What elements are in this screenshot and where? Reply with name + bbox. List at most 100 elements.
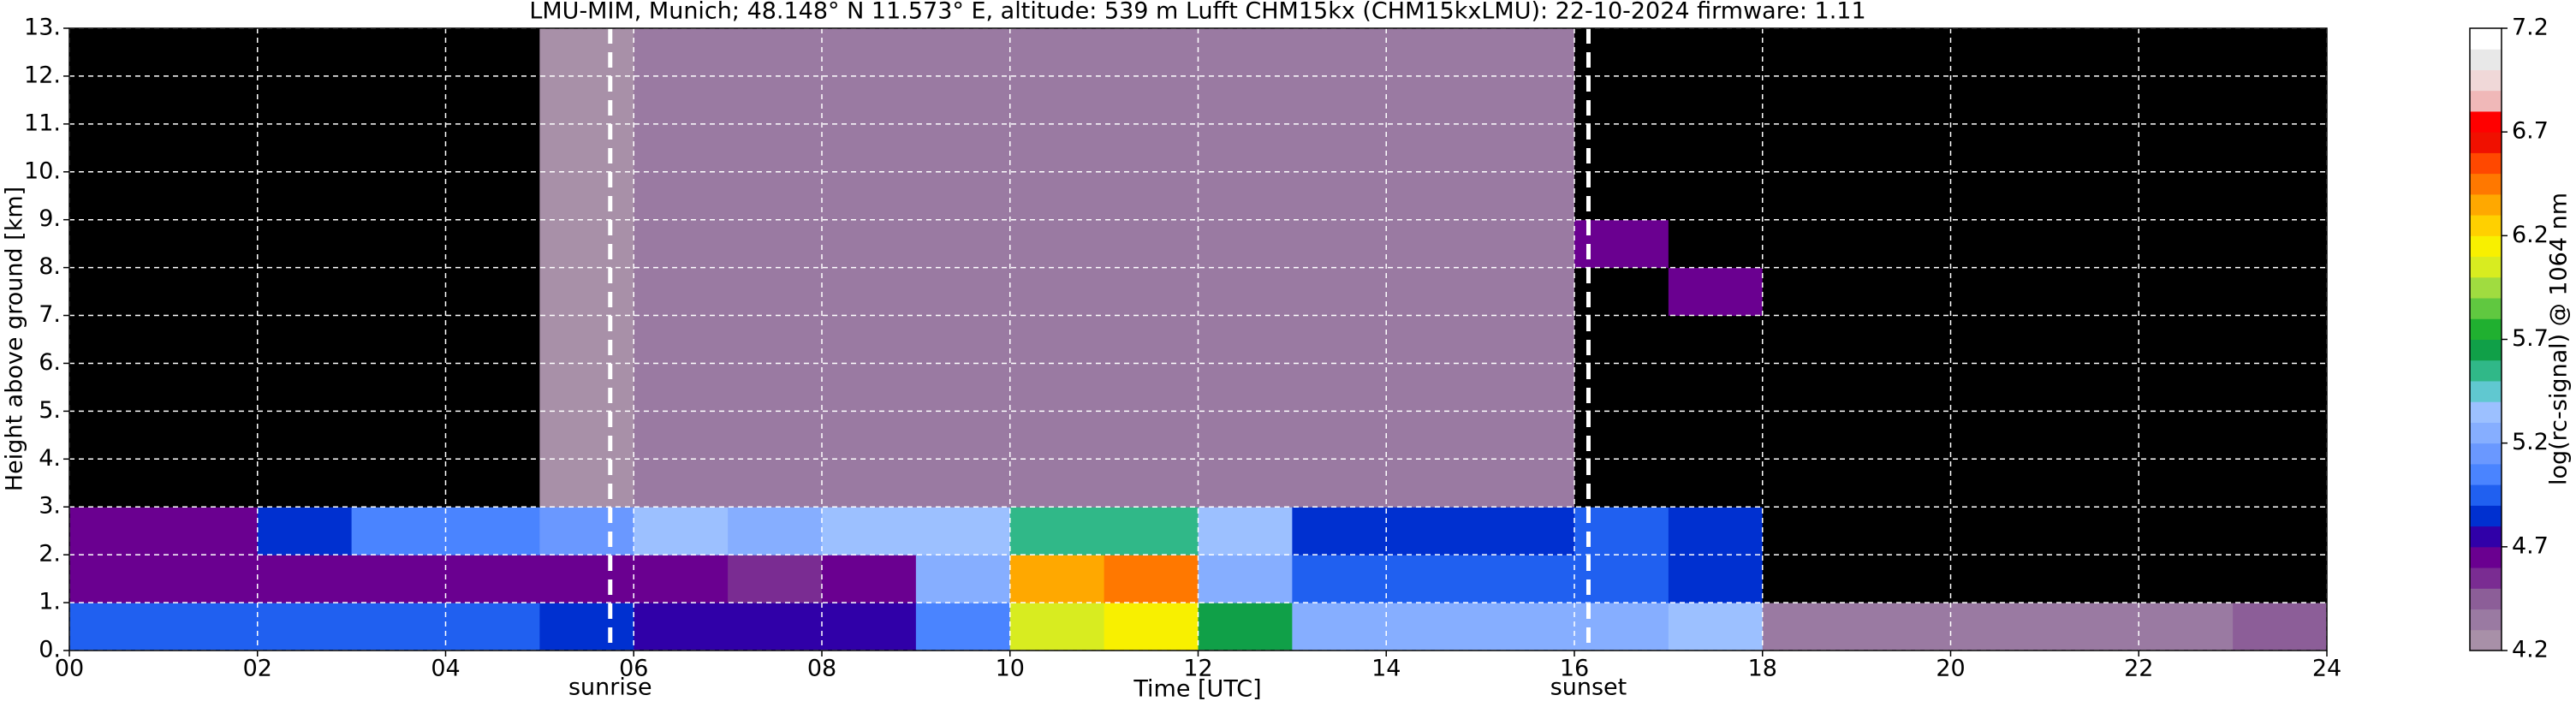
y-tick-label: 9. <box>39 205 61 232</box>
heatmap-cell <box>728 603 823 651</box>
heatmap-cell <box>539 555 634 603</box>
heatmap-cell <box>1856 171 1951 221</box>
x-tick-label: 04 <box>431 656 460 682</box>
heatmap-cell <box>1009 123 1105 173</box>
y-tick-label: 12. <box>24 62 61 88</box>
heatmap-cell <box>728 219 823 269</box>
heatmap-cell <box>69 555 164 603</box>
heatmap-cell <box>1009 28 1105 77</box>
heatmap-cell <box>2139 267 2234 317</box>
y-tick-label: 11. <box>24 110 61 136</box>
heatmap-cell <box>1480 123 1575 173</box>
heatmap-cell <box>728 123 823 173</box>
heatmap-cell <box>634 28 729 77</box>
heatmap-cell <box>634 75 729 125</box>
heatmap-cell <box>1762 219 1858 269</box>
heatmap-cell <box>2233 555 2328 603</box>
heatmap-cell <box>163 219 259 269</box>
heatmap-cell <box>915 507 1011 556</box>
heatmap-cell <box>822 603 917 651</box>
heatmap-cell <box>2139 28 2234 77</box>
chart-title: LMU-MIM, Munich; 48.148° N 11.573° E, al… <box>529 0 1865 25</box>
heatmap-cell <box>351 75 446 125</box>
heatmap-cell <box>1950 507 2045 556</box>
colorbar-segment <box>2470 318 2502 340</box>
heatmap-cell <box>915 363 1011 412</box>
heatmap-cell <box>2044 363 2139 412</box>
y-tick-label: 8. <box>39 253 61 280</box>
heatmap-cell <box>1950 171 2045 221</box>
colorbar-segment <box>2470 276 2502 299</box>
heatmap-cell <box>1856 315 1951 364</box>
heatmap-cell <box>445 555 540 603</box>
heatmap-cell <box>1950 363 2045 412</box>
colorbar-segment <box>2470 588 2502 610</box>
heatmap-cell <box>69 363 164 412</box>
heatmap-cell <box>1856 28 1951 77</box>
heatmap-cell <box>1480 28 1575 77</box>
heatmap-cell <box>69 171 164 221</box>
heatmap-cell <box>2139 315 2234 364</box>
heatmap-cell <box>1480 411 1575 460</box>
heatmap-cell <box>1386 411 1481 460</box>
heatmap-cell <box>1950 123 2045 173</box>
heatmap-cell <box>1104 267 1199 317</box>
heatmap-cell <box>1009 459 1105 508</box>
heatmap-cell <box>445 28 540 77</box>
heatmap-cell <box>2044 28 2139 77</box>
heatmap-cell <box>1762 123 1858 173</box>
heatmap-cell <box>539 123 634 173</box>
heatmap-cell <box>351 171 446 221</box>
heatmap-cell <box>2233 507 2328 556</box>
heatmap-cell <box>1668 171 1764 221</box>
heatmap-cell <box>2139 507 2234 556</box>
heatmap-cell <box>728 411 823 460</box>
colorbar-segment <box>2470 359 2502 382</box>
x-tick-label: 14 <box>1371 656 1401 682</box>
heatmap-cell <box>1386 75 1481 125</box>
y-tick-label: 6. <box>39 349 61 376</box>
colorbar-segment <box>2470 132 2502 153</box>
heatmap-cell <box>1950 219 2045 269</box>
heatmap-cell <box>1386 555 1481 603</box>
heatmap-cell <box>1668 555 1764 603</box>
heatmap-cell <box>822 219 917 269</box>
heatmap-cell <box>1292 459 1387 508</box>
colorbar-segment <box>2470 215 2502 236</box>
heatmap-cell <box>915 315 1011 364</box>
heatmap-cell <box>1292 411 1387 460</box>
heatmap-cell <box>1856 603 1951 651</box>
heatmap-cell <box>1856 267 1951 317</box>
heatmap-cell <box>728 459 823 508</box>
colorbar-segment <box>2470 256 2502 278</box>
heatmap-cell <box>539 75 634 125</box>
heatmap-cell <box>728 75 823 125</box>
heatmap-cell <box>1292 28 1387 77</box>
colorbar-tick-label: 5.2 <box>2512 429 2549 455</box>
heatmap-cell <box>1386 363 1481 412</box>
y-tick-label: 13. <box>24 15 61 41</box>
heatmap-cell <box>257 555 353 603</box>
heatmap-cell <box>2044 459 2139 508</box>
heatmap-cell <box>163 507 259 556</box>
heatmap-cell <box>1009 507 1105 556</box>
x-tick-label: 24 <box>2312 656 2341 682</box>
heatmap-cell <box>1198 507 1293 556</box>
heatmap-cell <box>2044 267 2139 317</box>
annotation-label: sunrise <box>568 674 652 701</box>
heatmap-cell <box>539 411 634 460</box>
heatmap-cell <box>1668 363 1764 412</box>
heatmap-cell <box>1104 123 1199 173</box>
heatmap-cell <box>445 411 540 460</box>
heatmap-cell <box>1198 459 1293 508</box>
y-tick-label: 4. <box>39 445 61 472</box>
heatmap-cell <box>634 315 729 364</box>
heatmap-cell <box>351 123 446 173</box>
heatmap-cell <box>1198 171 1293 221</box>
heatmap-cell <box>1762 411 1858 460</box>
heatmap-cell <box>163 459 259 508</box>
heatmap-cell <box>351 411 446 460</box>
heatmap-cell <box>445 267 540 317</box>
heatmap-cell <box>445 603 540 651</box>
